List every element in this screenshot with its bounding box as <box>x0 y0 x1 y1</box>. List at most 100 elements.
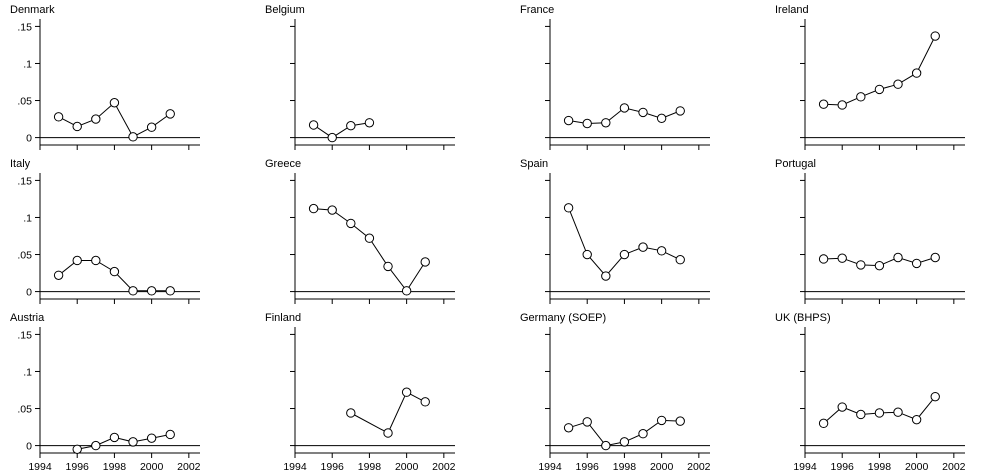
data-point <box>930 31 940 41</box>
data-point <box>874 260 885 271</box>
x-tick-label: 2000 <box>650 461 674 473</box>
data-point <box>420 257 430 267</box>
data-point <box>109 266 120 277</box>
data-point <box>818 254 829 264</box>
x-tick-label: 2002 <box>942 461 966 473</box>
data-point <box>911 414 922 425</box>
x-tick-label: 1996 <box>831 461 855 473</box>
data-point <box>420 397 430 407</box>
data-point <box>675 416 685 426</box>
data-point <box>146 122 157 132</box>
data-point <box>563 423 574 433</box>
data-point <box>109 98 120 108</box>
data-point <box>53 270 64 280</box>
y-tick-label: 0 <box>26 133 32 145</box>
data-point <box>818 418 829 429</box>
data-point <box>601 118 611 128</box>
data-point <box>401 286 412 296</box>
data-point <box>856 409 866 420</box>
data-point <box>638 429 648 439</box>
data-point <box>911 258 922 269</box>
x-tick-label: 1998 <box>613 461 637 473</box>
x-tick-label: 2000 <box>140 461 164 473</box>
data-point <box>930 252 940 263</box>
y-tick-label: 0 <box>26 287 32 299</box>
data-point <box>401 387 412 397</box>
data-point <box>856 260 866 270</box>
data-point <box>582 417 592 427</box>
panel-title: Spain <box>520 158 548 170</box>
data-point <box>53 112 64 122</box>
x-tick-label: 2002 <box>432 461 456 473</box>
data-point <box>893 79 903 89</box>
data-point <box>601 271 611 281</box>
data-point <box>165 429 175 440</box>
series-line-belgium <box>313 122 370 139</box>
x-tick-label: 1996 <box>321 461 345 473</box>
y-tick-label: 0 <box>26 441 32 453</box>
data-point <box>383 428 393 438</box>
panel-title: Italy <box>10 158 31 170</box>
data-point <box>128 132 138 142</box>
data-point <box>856 92 866 102</box>
data-point <box>837 253 847 263</box>
x-tick-label: 1994 <box>793 461 817 473</box>
data-point <box>346 121 356 131</box>
panel-denmark: Denmark .15 .1 .05 0 <box>10 4 200 150</box>
data-point <box>128 437 138 447</box>
series-line-spain <box>568 207 681 277</box>
data-point <box>327 205 337 215</box>
data-point <box>563 203 574 213</box>
data-point <box>638 242 648 252</box>
data-point <box>72 255 82 266</box>
x-tick-label: 2002 <box>177 461 201 473</box>
data-point <box>383 261 393 272</box>
panel-title: Greece <box>265 158 301 170</box>
data-point <box>308 120 319 130</box>
panel-title: Finland <box>265 312 301 324</box>
panel-title: Germany (SOEP) <box>520 312 606 324</box>
data-point <box>146 286 157 296</box>
panel-title: Ireland <box>775 4 809 16</box>
series-line-austria <box>77 434 171 450</box>
data-point <box>893 252 903 263</box>
data-point <box>619 249 630 260</box>
data-point <box>656 246 667 256</box>
data-point <box>327 132 337 143</box>
y-tick-label: .1 <box>23 212 32 224</box>
panel-france: France <box>520 4 710 150</box>
data-point <box>109 432 120 443</box>
data-point <box>837 100 847 110</box>
data-point <box>930 391 940 402</box>
panel-austria: Austria .15 .1 .05 0 1994 1996 1998 2000 2002 <box>10 312 201 473</box>
series-line-finland <box>350 391 426 434</box>
panel-greece: Greece <box>265 158 455 304</box>
y-tick-label: .15 <box>17 329 32 341</box>
panel-germany-soep: Germany (SOEP) 1994 1996 1998 2000 2002 <box>520 312 711 473</box>
x-tick-label: 1994 <box>283 461 307 473</box>
data-point <box>72 444 82 454</box>
data-point <box>675 255 685 265</box>
data-point <box>165 109 175 119</box>
data-point <box>91 440 101 451</box>
x-tick-label: 2000 <box>905 461 929 473</box>
y-tick-label: .15 <box>17 21 32 33</box>
x-tick-label: 2000 <box>395 461 419 473</box>
data-point <box>874 408 885 418</box>
panel-title: Austria <box>10 312 45 324</box>
data-point <box>619 103 630 113</box>
panel-ireland: Ireland <box>775 4 965 150</box>
data-point <box>619 437 630 447</box>
panel-title: France <box>520 4 554 16</box>
y-tick-label: .1 <box>23 58 32 70</box>
panel-title: Denmark <box>10 4 55 16</box>
panel-title: UK (BHPS) <box>775 312 831 324</box>
data-point <box>911 68 922 78</box>
data-point <box>308 203 319 214</box>
data-point <box>638 107 648 118</box>
data-point <box>582 249 592 260</box>
data-point <box>818 99 829 109</box>
x-tick-label: 1996 <box>576 461 600 473</box>
data-point <box>364 118 375 128</box>
